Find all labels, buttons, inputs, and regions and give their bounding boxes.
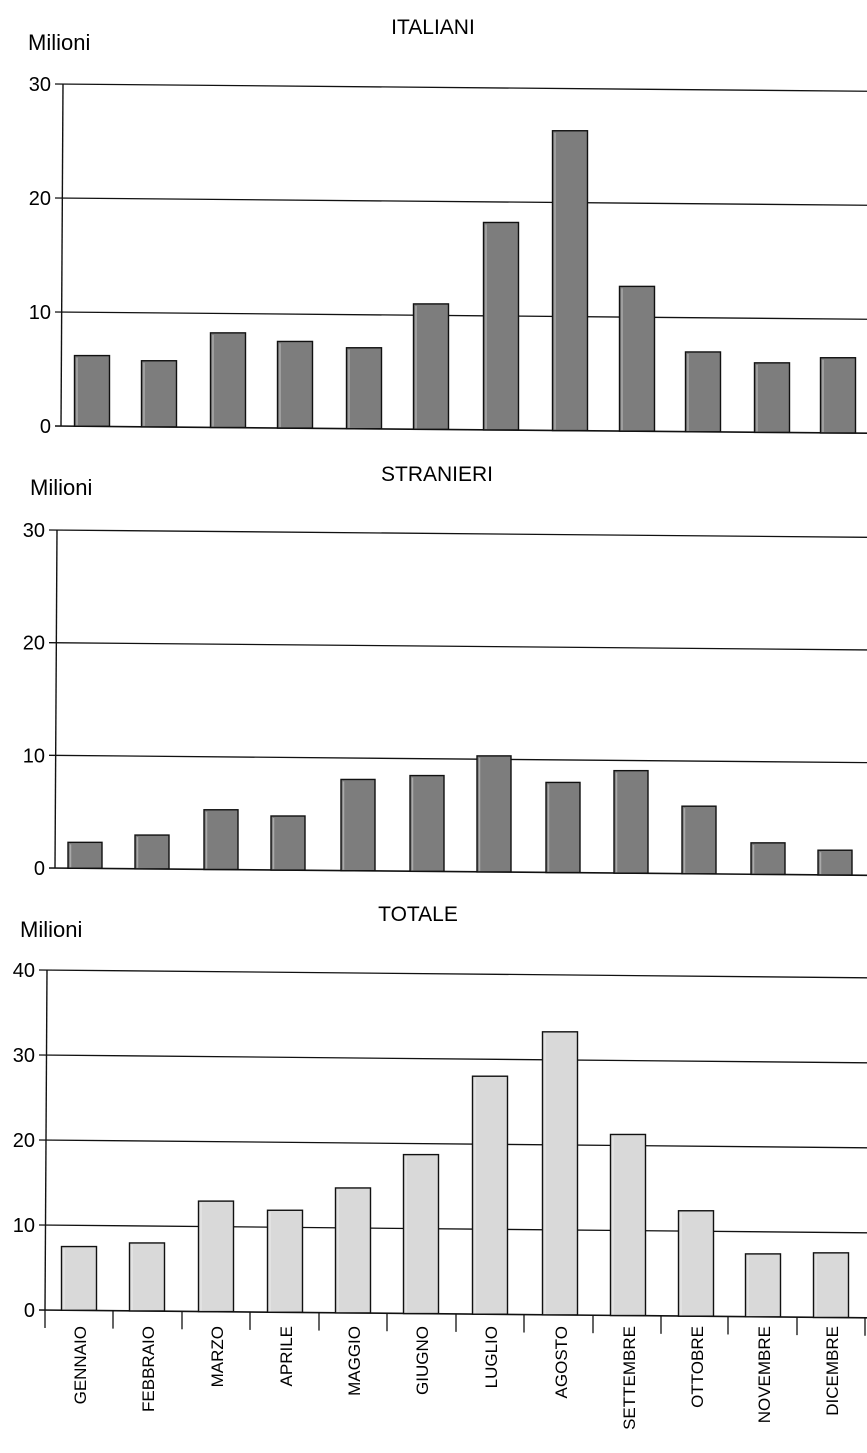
bar-italiani-novembre — [753, 362, 791, 434]
gridline-totale-20 — [38, 1139, 867, 1149]
x-tick-label-aprile: APRILE — [277, 1326, 296, 1386]
gridline-italiani-20 — [54, 197, 867, 206]
bar-italiani-agosto — [551, 130, 589, 432]
y-tick-italiani-10: 10 — [29, 302, 51, 324]
x-tick-label-gennaio: GENNAIO — [71, 1326, 90, 1404]
bar-italiani-ottobre — [684, 351, 722, 433]
bar-totale-novembre — [744, 1253, 782, 1318]
gridline-stranieri-0 — [48, 867, 867, 877]
gridline-stranieri-20 — [48, 642, 867, 651]
y-axis-line-italiani — [60, 83, 64, 427]
gridline-stranieri-30 — [48, 529, 867, 538]
y-tick-stranieri-10: 10 — [23, 745, 45, 767]
bar-stranieri-ottobre — [681, 805, 717, 875]
bar-italiani-gennaio — [73, 354, 111, 427]
bar-stranieri-agosto — [545, 781, 581, 874]
x-tick-label-novembre: NOVEMBRE — [755, 1326, 774, 1423]
x-tick-label-dicembre: DICEMBRE — [823, 1326, 842, 1416]
bar-stranieri-settembre — [613, 769, 649, 874]
gridline-italiani-30 — [54, 83, 867, 92]
y-axis-line-stranieri — [54, 529, 58, 869]
bar-italiani-aprile — [276, 340, 314, 429]
y-tick-stranieri-0: 0 — [34, 858, 45, 880]
bar-italiani-settembre — [618, 285, 656, 432]
bar-stranieri-aprile — [270, 815, 306, 871]
bar-stranieri-maggio — [340, 778, 376, 872]
bar-totale-ottobre — [677, 1210, 715, 1317]
bar-italiani-giugno — [412, 303, 450, 431]
gridline-totale-10 — [38, 1224, 867, 1234]
bar-stranieri-febbraio — [134, 834, 170, 870]
bar-totale-giugno — [402, 1153, 440, 1315]
bar-stranieri-gennaio — [67, 841, 103, 869]
bar-italiani-dicembre — [819, 357, 857, 434]
y-tick-stranieri-30: 30 — [23, 520, 45, 542]
y-tick-totale-0: 0 — [24, 1300, 35, 1322]
bar-stranieri-marzo — [203, 809, 239, 871]
bar-totale-gennaio — [60, 1245, 98, 1312]
bar-totale-agosto — [541, 1031, 579, 1316]
y-tick-totale-40: 40 — [13, 960, 35, 982]
y-tick-stranieri-20: 20 — [23, 633, 45, 655]
bar-totale-luglio — [471, 1075, 509, 1315]
x-axis-categories: GENNAIO FEBBRAIO MARZO APRILE MAGGIO GIUGNO LU… — [44, 1309, 866, 1430]
y-tick-totale-30: 30 — [13, 1045, 35, 1067]
gridline-totale-30 — [38, 1054, 867, 1064]
chart-title-stranieri: STRANIERI — [381, 463, 493, 486]
chart-title-italiani: ITALIANI — [391, 16, 475, 39]
chart-title-totale: TOTALE — [378, 903, 458, 926]
bar-totale-dicembre — [812, 1252, 850, 1319]
bar-totale-aprile — [266, 1209, 304, 1313]
chart-panel-italiani: 0 10 20 30 — [29, 74, 867, 438]
x-tick-label-luglio: LUGLIO — [482, 1326, 501, 1388]
y-axis-label-italiani: Milioni — [28, 30, 90, 55]
chart-panel-stranieri: 0 10 20 30 — [23, 520, 867, 880]
bar-totale-settembre — [609, 1133, 647, 1317]
y-tick-totale-10: 10 — [13, 1215, 35, 1237]
bar-italiani-maggio — [345, 347, 383, 430]
gridline-italiani-0 — [54, 425, 867, 435]
bar-stranieri-novembre — [750, 842, 786, 876]
x-tick-label-maggio: MAGGIO — [345, 1326, 364, 1396]
bar-totale-febbraio — [128, 1242, 166, 1312]
x-tick-label-settembre: SETTEMBRE — [620, 1326, 639, 1430]
gridline-stranieri-10 — [48, 754, 867, 764]
bar-italiani-marzo — [209, 332, 247, 429]
y-axis-label-totale: Milioni — [20, 917, 82, 942]
gridline-totale-40 — [38, 969, 867, 979]
gridline-italiani-10 — [54, 311, 867, 320]
y-tick-italiani-0: 0 — [40, 416, 51, 438]
chart-panel-totale: 0 10 20 30 40 — [13, 960, 867, 1322]
bar-italiani-luglio — [482, 221, 520, 431]
bar-stranieri-dicembre — [817, 849, 853, 876]
x-tick-label-giugno: GIUGNO — [413, 1326, 432, 1395]
y-tick-totale-20: 20 — [13, 1130, 35, 1152]
y-axis-line-totale — [44, 969, 48, 1311]
y-axis-label-stranieri: Milioni — [30, 475, 92, 500]
x-tick-label-febbraio: FEBBRAIO — [139, 1326, 158, 1412]
gridline-totale-0 — [38, 1309, 867, 1319]
x-tick-label-agosto: AGOSTO — [552, 1326, 571, 1398]
y-tick-italiani-20: 20 — [29, 188, 51, 210]
bar-totale-marzo — [197, 1200, 235, 1313]
y-tick-italiani-30: 30 — [29, 74, 51, 96]
x-tick-label-marzo: MARZO — [208, 1326, 227, 1387]
bar-totale-maggio — [334, 1187, 372, 1314]
bar-stranieri-luglio — [476, 755, 512, 873]
x-tick-label-ottobre: OTTOBRE — [688, 1326, 707, 1408]
bar-stranieri-giugno — [409, 774, 445, 873]
bar-italiani-febbraio — [140, 360, 178, 428]
